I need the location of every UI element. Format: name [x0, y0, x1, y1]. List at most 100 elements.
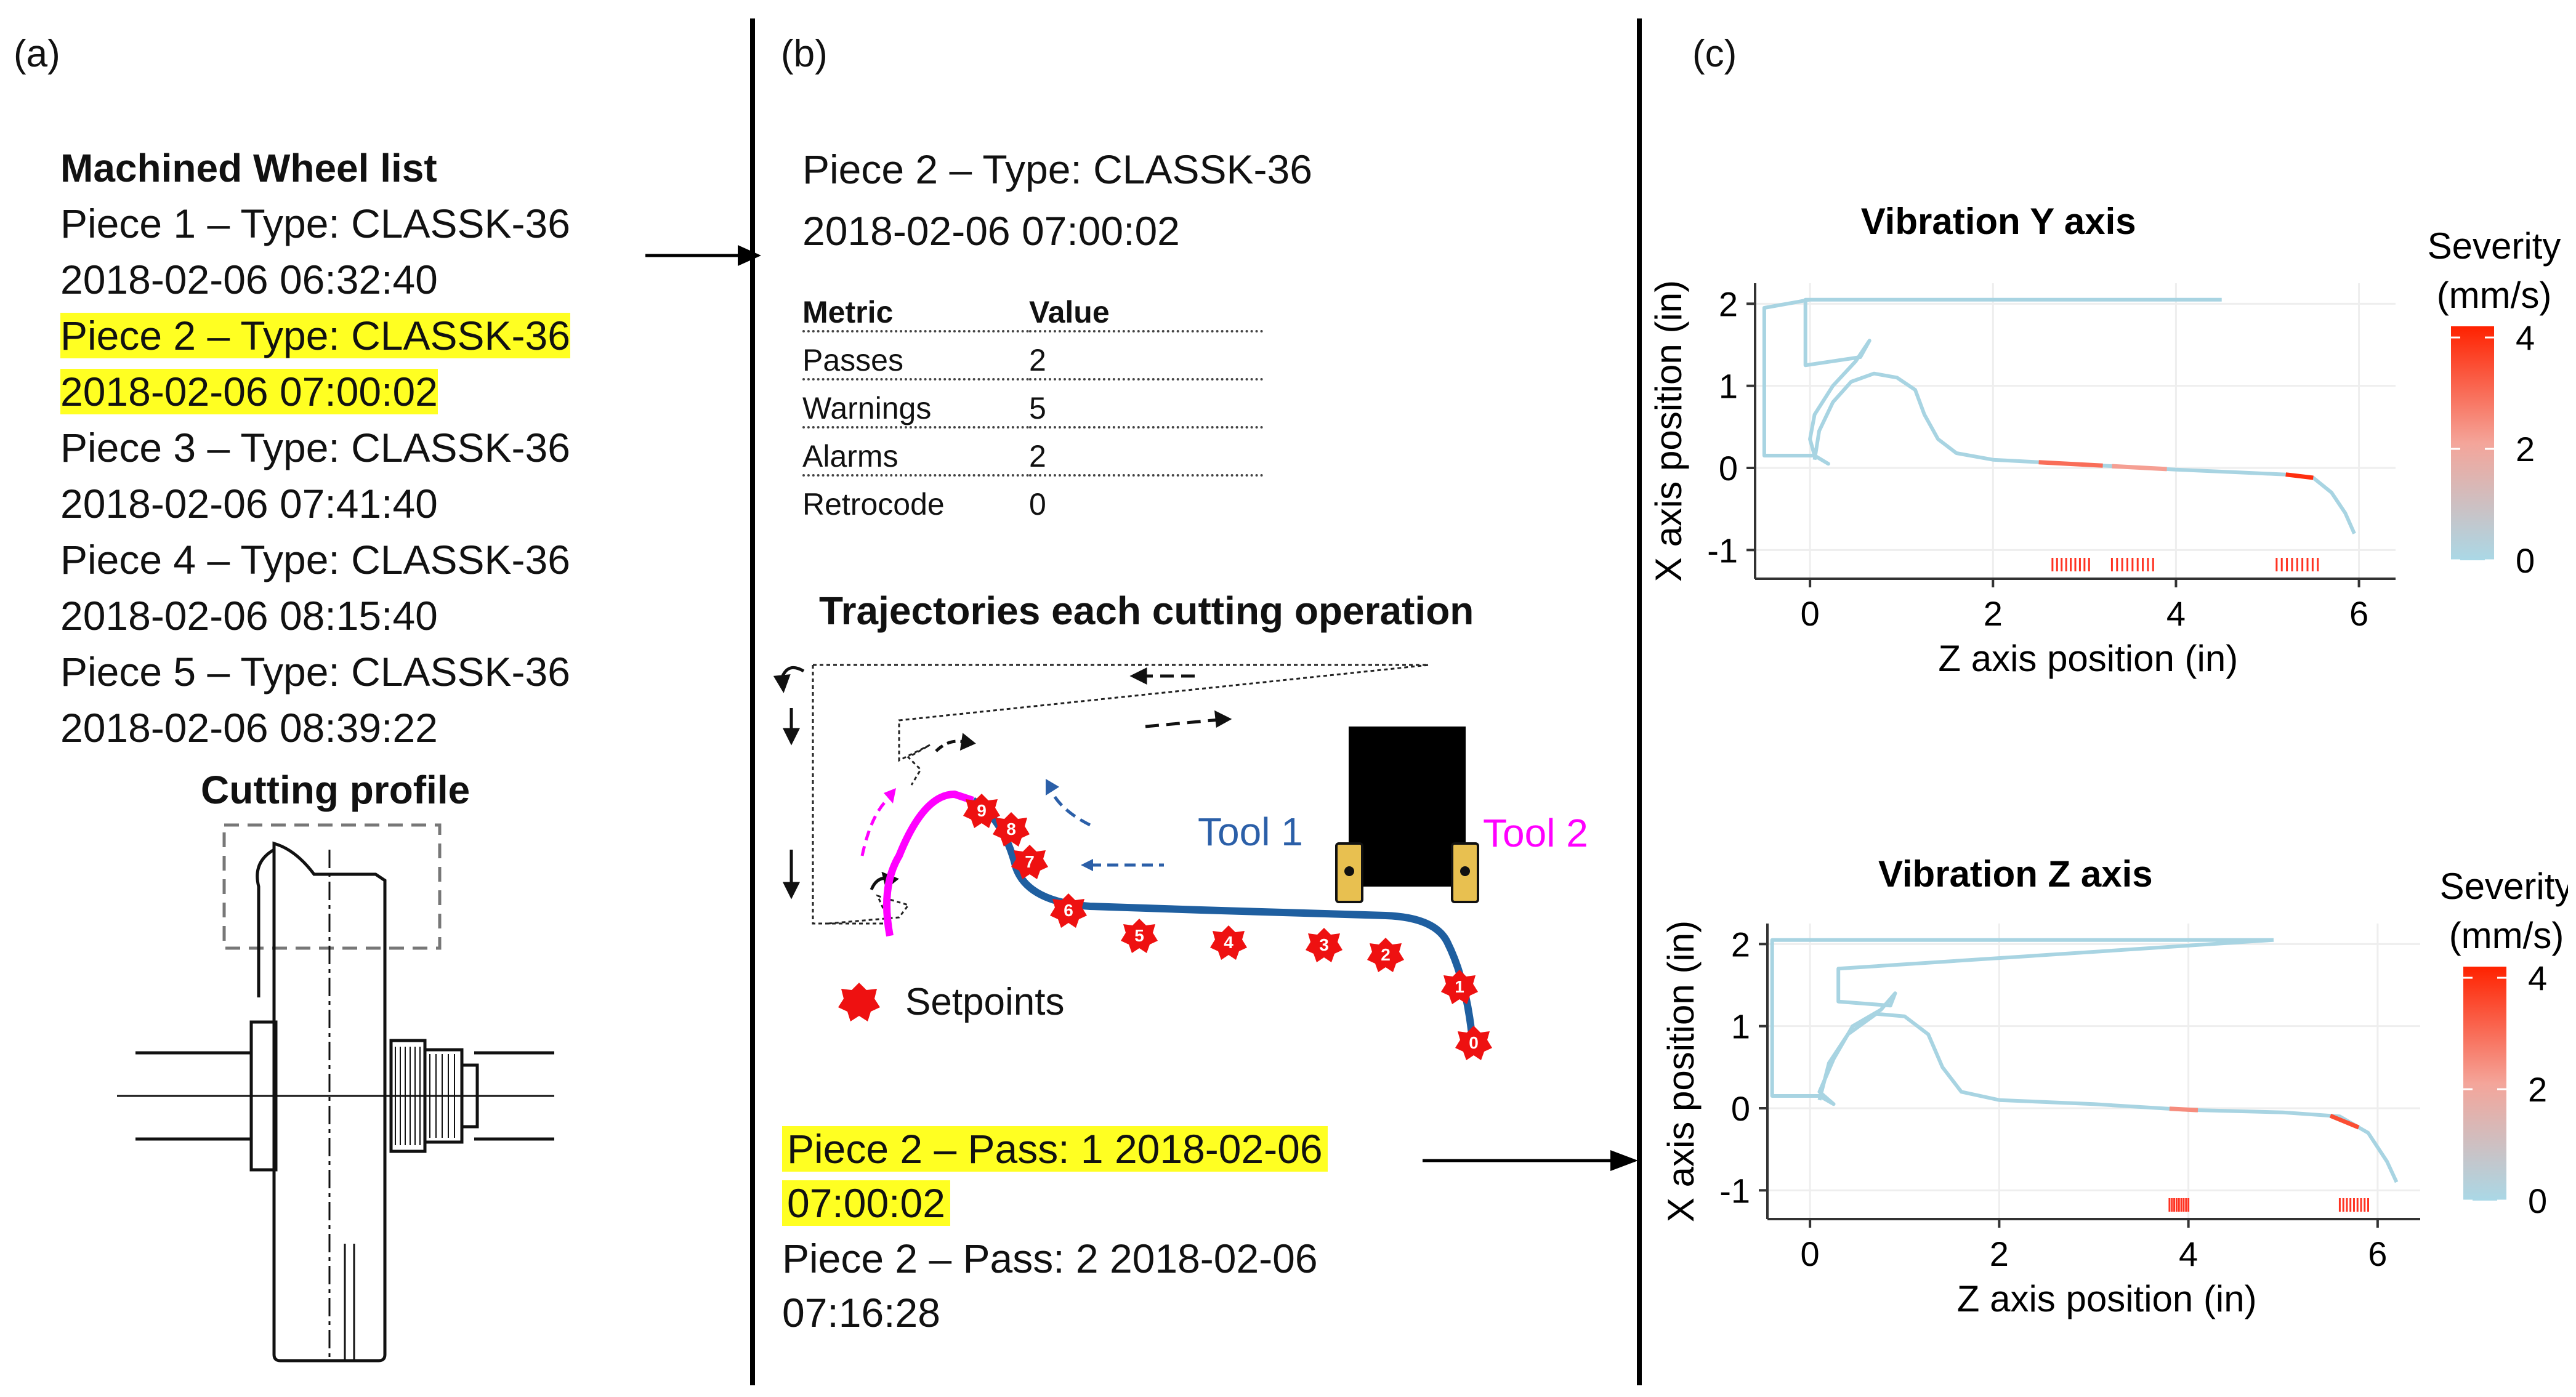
- arrow-a-to-b: [645, 245, 761, 266]
- piece-3-date[interactable]: 2018-02-06 07:41:40: [60, 481, 438, 526]
- x-tick-label: 6: [2368, 1234, 2387, 1273]
- list-item: Piece 5 – Type: CLASSK-36: [60, 644, 570, 700]
- severity-colorbar: [2451, 326, 2494, 560]
- severity-colorbar: [2463, 967, 2506, 1201]
- y-tick-label: 1: [1731, 1007, 1750, 1046]
- piece-4-date[interactable]: 2018-02-06 08:15:40: [60, 593, 438, 638]
- metric-value: 2: [1029, 331, 1263, 380]
- piece-2-date[interactable]: 2018-02-06 07:00:02: [60, 369, 438, 414]
- severity-segment: [2169, 1106, 2198, 1113]
- piece-5-type[interactable]: Piece 5 – Type: CLASSK-36: [60, 649, 570, 694]
- setpoint-legend-marker: [838, 983, 880, 1021]
- divider-bc: [1637, 18, 1642, 1385]
- piece-4-type[interactable]: Piece 4 – Type: CLASSK-36: [60, 537, 570, 582]
- panel-b-label: (b): [781, 33, 828, 75]
- severity-segment: [2038, 460, 2103, 468]
- series-cut: [1817, 1012, 2399, 1183]
- tool2-label: Tool 2: [1483, 811, 1588, 855]
- pass-2-time[interactable]: 07:16:28: [782, 1290, 940, 1335]
- metrics-table: Metric Value Passes 2 Warnings 5 Alarms 2 Retroc…: [802, 284, 1263, 522]
- y-tick-label: 0: [1731, 1089, 1750, 1128]
- setpoint-number: 8: [1006, 819, 1016, 839]
- setpoint-number: 0: [1469, 1033, 1479, 1052]
- x-tick-label: 0: [1801, 1234, 1820, 1273]
- list-item: Piece 2 – Pass: 1 2018-02-06: [782, 1122, 1328, 1176]
- table-header: Metric: [802, 284, 1029, 332]
- setpoints-label: Setpoints: [905, 981, 1065, 1023]
- wheel-drawing: [117, 823, 554, 1363]
- y-axis-label: X axis position (in): [1648, 280, 1689, 582]
- list-item: 2018-02-06 08:39:22: [60, 700, 570, 756]
- setpoint-1: 1: [1441, 970, 1478, 1004]
- severity-segment: [2329, 1113, 2360, 1130]
- list-item: Piece 4 – Type: CLASSK-36: [60, 532, 570, 588]
- chart-title: Vibration Y axis: [1861, 201, 2136, 242]
- legend-tick-label: 2: [2528, 1070, 2547, 1109]
- x-tick-label: 4: [2179, 1234, 2198, 1273]
- list-item: Piece 3 – Type: CLASSK-36: [60, 420, 570, 476]
- setpoint-7: 7: [1011, 845, 1048, 879]
- tool-machine-block: [1349, 727, 1466, 887]
- setpoint-number: 7: [1025, 852, 1035, 871]
- legend-title: Severity: [2428, 225, 2561, 267]
- series-tool-path: [1762, 297, 2222, 466]
- trajectory-diagram: Tool 1 Tool 2 Setpoints 0 1 2 3 4 5 6 789: [773, 664, 1588, 1060]
- table-row: Warnings 5: [802, 379, 1263, 429]
- pass-1-time[interactable]: 07:00:02: [782, 1180, 950, 1226]
- setpoint-number: 3: [1319, 935, 1329, 954]
- tool1-path: [971, 797, 1476, 1035]
- metric-value: 2: [1029, 427, 1263, 477]
- x-tick-label: 2: [1990, 1234, 2009, 1273]
- piece-1-date[interactable]: 2018-02-06 06:32:40: [60, 257, 438, 302]
- severity-segment: [2112, 464, 2167, 472]
- legend-title: Severity: [2440, 866, 2568, 907]
- list-item: Piece 2 – Pass: 2 2018-02-06: [782, 1231, 1328, 1286]
- x-axis-label: Z axis position (in): [1957, 1278, 2257, 1319]
- cutting-profile-box: [222, 823, 442, 950]
- series-tool-path: [1770, 938, 2274, 1106]
- setpoint-number: 9: [977, 801, 987, 820]
- pass-2-label[interactable]: Piece 2 – Pass: 2 2018-02-06: [782, 1236, 1318, 1281]
- y-tick-label: -1: [1707, 531, 1738, 570]
- list-item: 2018-02-06 06:32:40: [60, 252, 570, 308]
- setpoint-9: 9: [963, 794, 1000, 828]
- metric-name: Passes: [802, 331, 1029, 380]
- panel-a-label: (a): [14, 33, 60, 75]
- setpoint-8: 8: [993, 812, 1030, 847]
- list-item: 2018-02-06 08:15:40: [60, 588, 570, 644]
- wheel-list-title: Machined Wheel list: [60, 146, 437, 190]
- metric-name: Alarms: [802, 427, 1029, 477]
- setpoint-3: 3: [1306, 928, 1343, 962]
- piece-2-type[interactable]: Piece 2 – Type: CLASSK-36: [60, 313, 570, 358]
- piece-date: 2018-02-06 07:00:02: [802, 208, 1180, 254]
- setpoint-2: 2: [1367, 938, 1404, 972]
- cutting-profile-title: Cutting profile: [201, 768, 470, 812]
- table-row: Passes 2: [802, 331, 1263, 380]
- legend-tick-label: 4: [2528, 959, 2547, 997]
- legend-tick-label: 2: [2516, 430, 2535, 469]
- x-tick-label: 4: [2166, 594, 2186, 633]
- setpoints: 0 1 2 3 4 5 6 789: [963, 794, 1492, 1060]
- arrow-b-to-c: [1423, 1150, 1638, 1171]
- x-tick-label: 2: [1984, 594, 2003, 633]
- list-item: 07:00:02: [782, 1176, 1328, 1230]
- list-item: 2018-02-06 07:00:02: [60, 364, 570, 420]
- piece-5-date[interactable]: 2018-02-06 08:39:22: [60, 705, 438, 751]
- piece-3-type[interactable]: Piece 3 – Type: CLASSK-36: [60, 425, 570, 470]
- y-tick-label: 2: [1719, 284, 1738, 323]
- setpoint-5: 5: [1121, 919, 1158, 953]
- setpoint-4: 4: [1210, 925, 1247, 960]
- chart-title: Vibration Z axis: [1878, 853, 2153, 895]
- x-axis-label: Z axis position (in): [1938, 638, 2238, 679]
- wheel-list: Piece 1 – Type: CLASSK-36 2018-02-06 06:3…: [60, 196, 570, 756]
- piece-1-type[interactable]: Piece 1 – Type: CLASSK-36: [60, 201, 570, 246]
- legend-tick-label: 0: [2528, 1182, 2547, 1220]
- list-item: Piece 2 – Type: CLASSK-36: [60, 308, 570, 364]
- pass-1-label[interactable]: Piece 2 – Pass: 1 2018-02-06: [782, 1126, 1328, 1172]
- x-tick-label: 6: [2349, 594, 2368, 633]
- divider-ab: [750, 18, 755, 1385]
- pass-list: Piece 2 – Pass: 1 2018-02-06 07:00:02 Piec…: [782, 1122, 1328, 1340]
- y-tick-label: 1: [1719, 367, 1738, 406]
- setpoint-number: 1: [1455, 977, 1464, 996]
- legend-title: (mm/s): [2437, 275, 2552, 316]
